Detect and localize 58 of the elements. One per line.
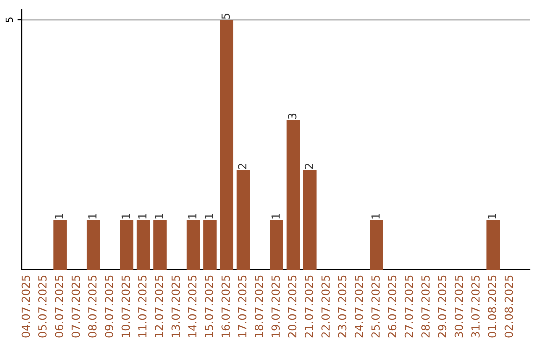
x-tick-label: 12.07.2025 xyxy=(155,276,164,338)
bar xyxy=(220,20,234,270)
bar xyxy=(136,220,150,270)
data-label: 1 xyxy=(372,214,380,219)
x-tick-label: 21.07.2025 xyxy=(304,276,314,338)
bar xyxy=(204,220,217,270)
bar xyxy=(286,120,300,270)
x-tick-label: 24.07.2025 xyxy=(354,276,364,338)
bar xyxy=(120,220,134,270)
data-label: 2 xyxy=(304,164,314,170)
x-tick-label: 05.07.2025 xyxy=(38,276,47,338)
x-tick-label: 01.08.2025 xyxy=(488,276,497,338)
x-tick-label: 20.07.2025 xyxy=(288,276,297,338)
bar xyxy=(54,220,67,270)
data-label: 3 xyxy=(288,114,297,120)
x-tick-label: 31.07.2025 xyxy=(472,276,480,338)
x-tick-label: 19.07.2025 xyxy=(272,276,280,338)
bar xyxy=(370,220,384,270)
x-tick-label: 26.07.2025 xyxy=(388,276,397,338)
x-tick-label: 27.07.2025 xyxy=(404,276,414,338)
data-label: 1 xyxy=(272,214,280,219)
data-label: 1 xyxy=(138,214,147,219)
x-tick-label: 06.07.2025 xyxy=(55,276,64,338)
x-tick-label: 13.07.2025 xyxy=(172,276,180,338)
data-label: 1 xyxy=(188,214,197,219)
x-tick-label: 25.07.2025 xyxy=(372,276,380,338)
data-label: 1 xyxy=(122,214,130,219)
x-tick-label: 02.08.2025 xyxy=(504,276,514,338)
data-label: 1 xyxy=(488,214,496,219)
x-tick-label: 29.07.2025 xyxy=(438,276,447,338)
x-tick-label: 15.07.2025 xyxy=(205,276,214,338)
x-tick-label: 17.07.2025 xyxy=(238,276,247,338)
data-label: 1 xyxy=(155,214,164,219)
bar xyxy=(486,220,500,270)
x-tick-label: 18.07.2025 xyxy=(254,276,264,338)
x-tick-label: 10.07.2025 xyxy=(122,276,130,338)
data-label: 1 xyxy=(205,214,214,219)
x-tick-label: 07.07.2025 xyxy=(72,276,80,338)
x-tick-label: 04.07.2025 xyxy=(22,276,30,338)
bar xyxy=(236,170,250,270)
bar xyxy=(303,170,317,270)
bar xyxy=(270,220,284,270)
x-tick-label: 16.07.2025 xyxy=(222,276,230,338)
x-tick-label: 22.07.2025 xyxy=(322,276,330,338)
x-tick-label: 08.07.2025 xyxy=(88,276,97,338)
bar xyxy=(154,220,167,270)
bar xyxy=(186,220,200,270)
data-label: 2 xyxy=(238,164,247,170)
x-tick-label: 30.07.2025 xyxy=(454,276,464,338)
x-tick-label: 23.07.2025 xyxy=(338,276,347,338)
x-tick-label: 09.07.2025 xyxy=(105,276,114,338)
bar xyxy=(86,220,100,270)
data-label: 5 xyxy=(222,14,230,20)
data-label: 1 xyxy=(55,214,64,219)
x-tick-label: 11.07.2025 xyxy=(138,276,147,338)
x-tick-label: 14.07.2025 xyxy=(188,276,197,338)
data-label: 1 xyxy=(88,214,97,219)
x-tick-label: 28.07.2025 xyxy=(422,276,430,338)
